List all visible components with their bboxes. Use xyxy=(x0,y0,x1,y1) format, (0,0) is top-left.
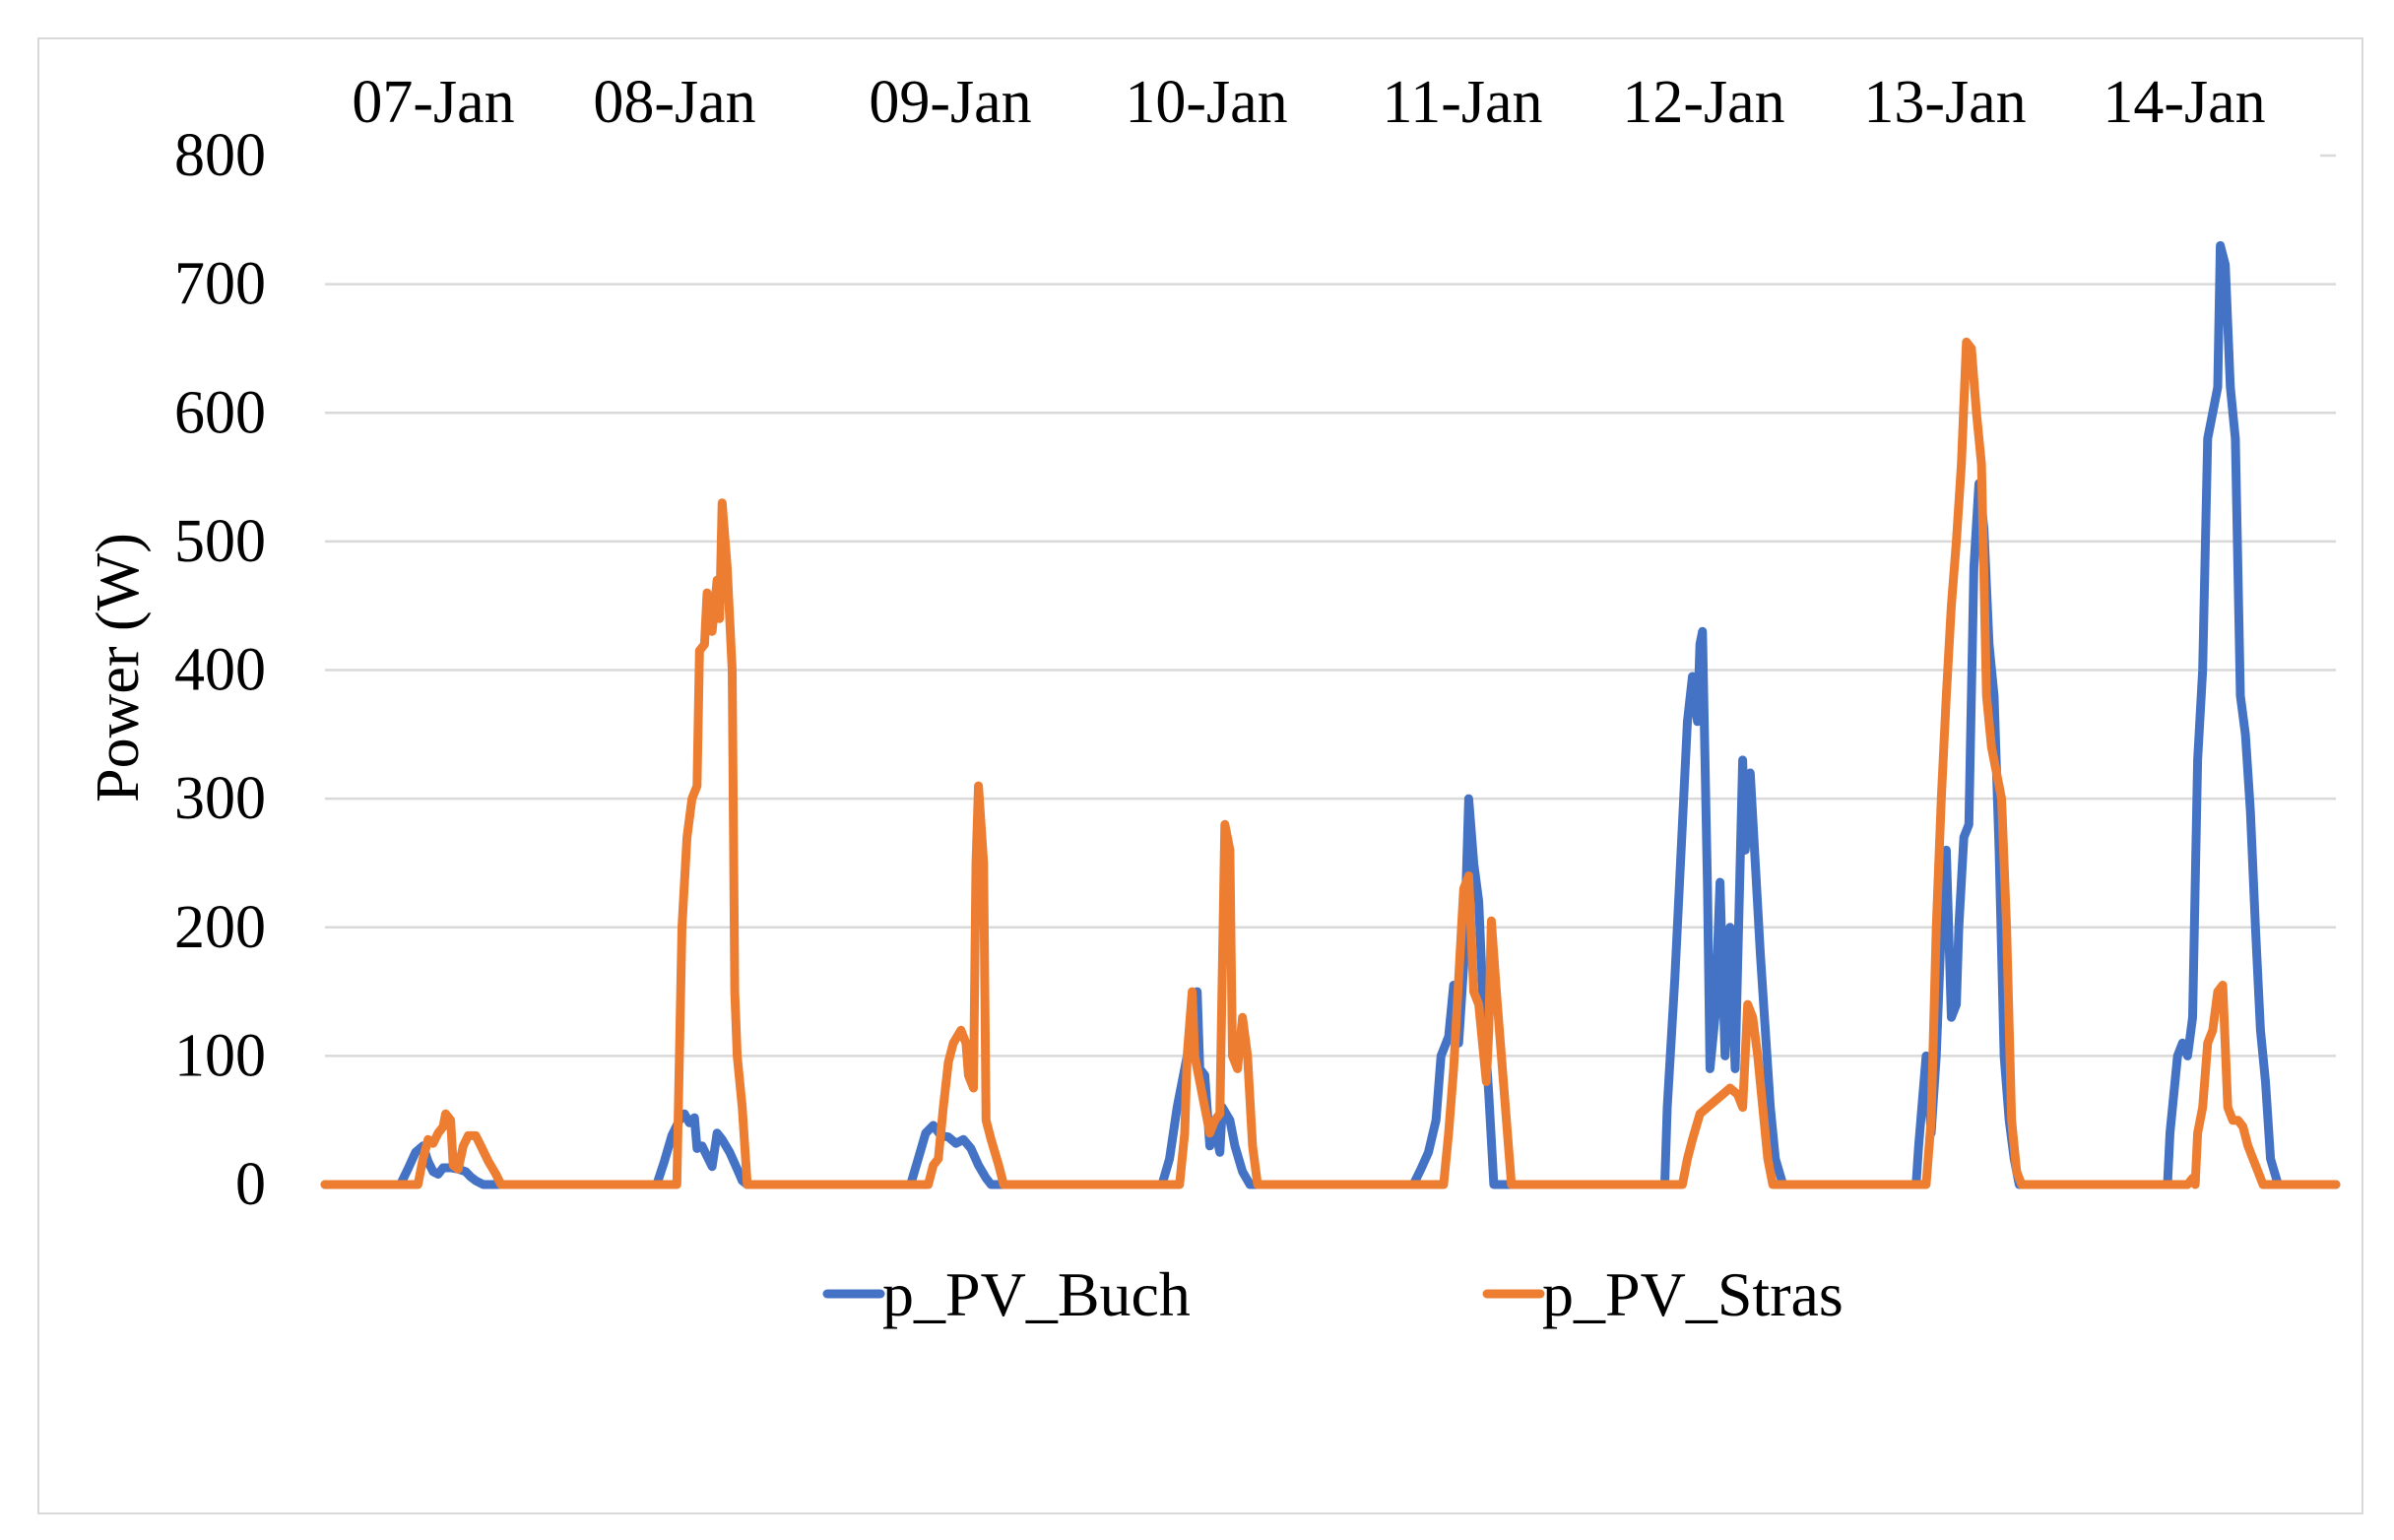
y-tick-label: 100 xyxy=(174,1022,266,1089)
day-label-14-jan: 14-Jan xyxy=(2103,69,2265,136)
y-tick-label: 200 xyxy=(174,894,266,961)
day-label-10-jan: 10-Jan xyxy=(1125,69,1287,136)
y-tick-label: 800 xyxy=(174,122,266,189)
y-tick-label: 400 xyxy=(174,637,266,704)
day-label-09-jan: 09-Jan xyxy=(869,69,1031,136)
series-line-p-pv-buch xyxy=(320,240,2341,1189)
day-label-08-jan: 08-Jan xyxy=(593,69,755,136)
legend: p_PV_Buch p_PV_Stras xyxy=(822,1259,1844,1329)
series-lines xyxy=(320,240,2341,1189)
y-tick-label: 300 xyxy=(174,765,266,832)
legend-label-stras: p_PV_Stras xyxy=(1542,1259,1844,1329)
gridlines xyxy=(325,154,2336,1058)
day-label-13-jan: 13-Jan xyxy=(1863,69,2026,136)
day-label-12-jan: 12-Jan xyxy=(1622,69,1784,136)
y-tick-label: 500 xyxy=(174,508,266,575)
day-labels: 07-Jan 08-Jan 09-Jan 10-Jan 11-Jan 12-Jan 13-J… xyxy=(352,69,2265,136)
series-line-p-pv-stras xyxy=(320,337,2341,1189)
y-tick-label: 0 xyxy=(235,1151,266,1218)
day-label-11-jan: 11-Jan xyxy=(1383,69,1543,136)
y-tick-label: 600 xyxy=(174,379,266,446)
y-tick-label: 700 xyxy=(174,251,266,318)
y-axis-ticks: 0 100 200 300 400 500 600 700 800 xyxy=(174,122,266,1218)
y-axis-label: Power (W) xyxy=(85,533,152,802)
legend-label-buch: p_PV_Buch xyxy=(882,1259,1191,1329)
day-label-07-jan: 07-Jan xyxy=(352,69,514,136)
